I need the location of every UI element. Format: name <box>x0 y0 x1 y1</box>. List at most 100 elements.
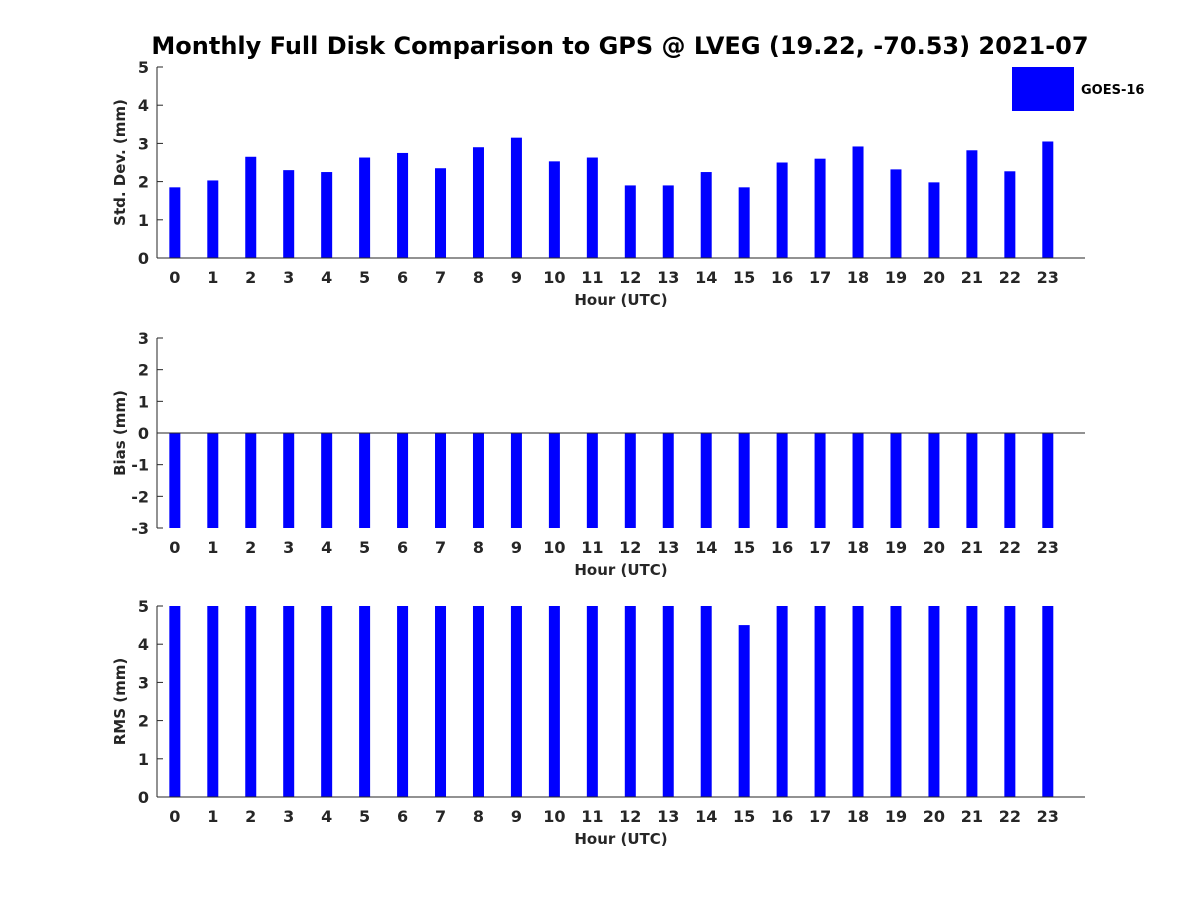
x-tick-label: 10 <box>543 268 565 287</box>
bar-hour-4 <box>321 606 333 797</box>
x-axis-label: Hour (UTC) <box>574 830 667 848</box>
x-tick-label: 4 <box>321 268 332 287</box>
bar-hour-4 <box>321 433 333 528</box>
x-tick-label: 19 <box>885 538 907 557</box>
bar-hour-11 <box>586 157 598 258</box>
x-tick-label: 7 <box>435 807 446 826</box>
bar-hour-1 <box>207 180 219 258</box>
bar-hour-18 <box>852 146 864 258</box>
y-tick-label: 1 <box>138 392 149 411</box>
bar-hour-15 <box>738 625 750 797</box>
bar-hour-6 <box>397 433 409 528</box>
bar-hour-22 <box>1004 171 1016 258</box>
bar-hour-1 <box>207 433 219 528</box>
x-tick-label: 12 <box>619 807 641 826</box>
bar-hour-17 <box>814 158 826 258</box>
bar-hour-12 <box>624 185 636 258</box>
x-axis-label: Hour (UTC) <box>574 561 667 579</box>
x-tick-label: 6 <box>397 807 408 826</box>
bar-hour-21 <box>966 150 978 258</box>
x-tick-label: 20 <box>923 538 945 557</box>
bar-hour-12 <box>624 433 636 528</box>
bar-hour-3 <box>283 606 295 797</box>
bar-hour-18 <box>852 606 864 797</box>
x-tick-label: 15 <box>733 268 755 287</box>
bar-hour-16 <box>776 162 788 258</box>
bar-hour-20 <box>928 182 940 258</box>
x-tick-label: 10 <box>543 538 565 557</box>
bar-hour-0 <box>169 433 181 528</box>
x-tick-label: 16 <box>771 268 793 287</box>
bar-hour-5 <box>359 433 371 528</box>
y-tick-label: 4 <box>138 96 149 115</box>
x-tick-label: 12 <box>619 268 641 287</box>
bar-hour-11 <box>586 606 598 797</box>
y-tick-label: -3 <box>131 519 149 538</box>
bar-hour-11 <box>586 433 598 528</box>
bar-hour-10 <box>548 433 560 528</box>
bar-hour-5 <box>359 606 371 797</box>
bar-hour-20 <box>928 606 940 797</box>
x-tick-label: 16 <box>771 807 793 826</box>
bar-hour-2 <box>245 156 257 258</box>
x-tick-label: 3 <box>283 538 294 557</box>
x-tick-label: 20 <box>923 807 945 826</box>
x-tick-label: 19 <box>885 807 907 826</box>
x-tick-label: 3 <box>283 807 294 826</box>
bar-hour-10 <box>548 606 560 797</box>
y-tick-label: 3 <box>138 329 149 348</box>
x-tick-label: 2 <box>245 268 256 287</box>
y-tick-label: 1 <box>138 211 149 230</box>
bar-hour-19 <box>890 169 902 258</box>
bar-hour-16 <box>776 433 788 528</box>
x-tick-label: 7 <box>435 268 446 287</box>
x-tick-label: 17 <box>809 807 831 826</box>
x-tick-label: 9 <box>511 807 522 826</box>
x-tick-label: 22 <box>999 538 1021 557</box>
y-tick-label: 3 <box>138 673 149 692</box>
x-tick-label: 16 <box>771 538 793 557</box>
x-tick-label: 1 <box>207 268 218 287</box>
y-tick-label: 5 <box>138 597 149 616</box>
x-tick-label: 2 <box>245 538 256 557</box>
x-tick-label: 13 <box>657 807 679 826</box>
x-tick-label: 13 <box>657 538 679 557</box>
x-tick-label: 17 <box>809 268 831 287</box>
chart-legend: GOES-16 <box>1012 67 1144 111</box>
y-tick-label: 1 <box>138 750 149 769</box>
y-tick-label: 0 <box>138 249 149 268</box>
bar-hour-8 <box>472 147 484 258</box>
bar-hour-18 <box>852 433 864 528</box>
bar-hour-14 <box>700 172 712 258</box>
x-tick-label: 11 <box>581 268 603 287</box>
bar-hour-21 <box>966 433 978 528</box>
bar-hour-0 <box>169 187 181 258</box>
x-tick-label: 7 <box>435 538 446 557</box>
x-tick-label: 5 <box>359 268 370 287</box>
x-tick-label: 15 <box>733 538 755 557</box>
bar-hour-15 <box>738 433 750 528</box>
bar-hour-9 <box>510 137 522 258</box>
x-tick-label: 8 <box>473 538 484 557</box>
bar-hour-7 <box>435 168 447 258</box>
y-tick-label: 3 <box>138 134 149 153</box>
bar-hour-13 <box>662 433 674 528</box>
x-tick-label: 23 <box>1037 807 1059 826</box>
x-tick-label: 21 <box>961 268 983 287</box>
x-tick-label: 6 <box>397 538 408 557</box>
x-tick-label: 17 <box>809 538 831 557</box>
x-tick-label: 5 <box>359 807 370 826</box>
x-tick-label: 1 <box>207 807 218 826</box>
x-tick-label: 4 <box>321 807 332 826</box>
x-tick-label: 18 <box>847 807 869 826</box>
bar-hour-13 <box>662 185 674 258</box>
x-tick-label: 0 <box>169 807 180 826</box>
bar-hour-23 <box>1042 606 1054 797</box>
legend-label-goes-16: GOES-16 <box>1081 83 1144 98</box>
x-tick-label: 22 <box>999 268 1021 287</box>
x-tick-label: 10 <box>543 807 565 826</box>
bar-hour-8 <box>472 606 484 797</box>
bar-hour-12 <box>624 606 636 797</box>
y-tick-label: 2 <box>138 712 149 731</box>
